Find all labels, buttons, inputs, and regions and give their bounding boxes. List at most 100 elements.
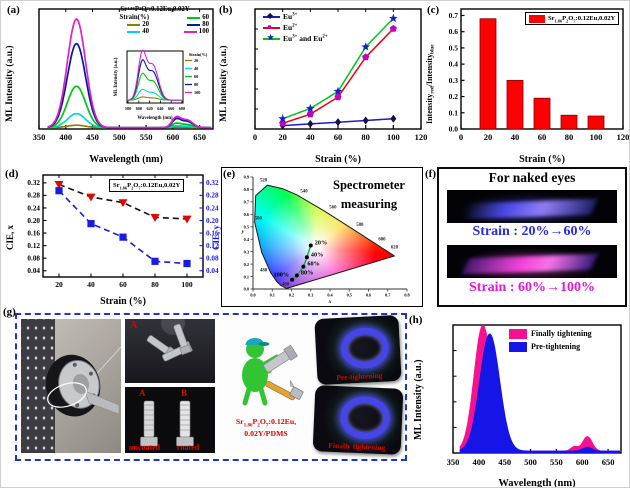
- panel-a-legend-formula: Sr 1.86 P 2 O 7:0.12Eu,0.02Y: [120, 6, 190, 13]
- locus-wavelength-label: 500: [255, 216, 263, 221]
- inset-ylabel: ML Intensity (a.u.): [114, 57, 119, 96]
- panel-h-label: (h): [409, 314, 423, 326]
- flange-device-drawing: [45, 346, 121, 417]
- worker-arm-2: [244, 364, 272, 374]
- tick-label: 640: [157, 106, 163, 111]
- cie-point-60%: [301, 264, 306, 269]
- legend-pre: Pre-tightening: [509, 340, 592, 353]
- panel-h-xlabel: Wavelength (nm): [498, 478, 576, 488]
- tick-label: 0.5: [244, 224, 249, 229]
- panel-b-ylabel: ML Intensity (a.u.): [219, 45, 229, 123]
- panel-c-label: (c): [427, 4, 440, 16]
- tick-label: 600: [166, 132, 179, 142]
- panel-h-ylabel: ML Intensity (a.u.): [413, 359, 424, 441]
- pentagon-marker-icon: ●: [267, 22, 272, 31]
- cap-brim: [258, 342, 270, 346]
- locus-wavelength-label: 460: [282, 282, 290, 287]
- tick-label: 40: [511, 132, 520, 142]
- locus-wavelength-label: 600: [378, 237, 386, 242]
- tick-label: 0.1: [270, 293, 275, 298]
- panel-c-xlabel: Strain (%): [519, 154, 565, 165]
- tick-label: 120: [415, 132, 427, 142]
- marker-triangle-down: [86, 193, 96, 202]
- tick-label: 0.16: [27, 229, 40, 237]
- tick-label: 0.28: [27, 192, 40, 200]
- bolt-dot: [72, 362, 77, 367]
- marker-square: [55, 187, 63, 195]
- swatch-20: [127, 23, 141, 26]
- panel-f-title: For naked eyes: [488, 170, 576, 185]
- marker-triangle-down: [54, 181, 64, 189]
- loose-bolts-drawing: [146, 319, 193, 362]
- tick-label: 0.12: [206, 242, 219, 250]
- bar-strain-20: [479, 18, 497, 130]
- bolt-head-0: [140, 436, 158, 447]
- legend-item-eu3: ◆ Eu3+: [263, 11, 328, 22]
- panel-a-legend: Sr 1.86 P 2 O 7:0.12Eu,0.02Y Strain(%) 60 20 …: [93, 6, 217, 35]
- panel-f-caption-1: Strain : 20%→60%: [472, 224, 592, 239]
- axis-frame: [126, 50, 184, 104]
- tick-label: 600: [576, 457, 589, 467]
- tick-label: 60: [119, 280, 127, 289]
- pre-tightening-tile: Pre-tightening: [314, 314, 402, 386]
- tick-label: 500: [524, 457, 537, 467]
- tick-label: 0.2: [449, 92, 459, 101]
- swatch-60: [187, 16, 201, 19]
- locus-wavelength-label: 620: [391, 246, 399, 251]
- legend-item-20: 20: [93, 21, 149, 28]
- marker-triangle-down: [182, 215, 192, 224]
- cie-point-label: 40%: [311, 251, 323, 258]
- inset-spectrum-100: [128, 49, 182, 101]
- diamond-marker-icon: ◆: [267, 11, 274, 20]
- panel-g: A A B uncoated coated Sr1.86P2O7:0.12Eu,…: [15, 313, 407, 461]
- tick-label: 620: [146, 106, 152, 111]
- tick-label: 80: [565, 132, 574, 142]
- marker-ngon: [306, 110, 314, 118]
- tick-label: 0.2: [244, 262, 249, 267]
- red-bar-swatch: [529, 14, 545, 23]
- marker-diamond: [362, 116, 369, 125]
- marker-star: [389, 13, 398, 23]
- bolt-dot: [88, 371, 93, 376]
- tick-label: 0.6: [449, 27, 459, 36]
- tick-label: 0.28: [206, 192, 219, 200]
- marker-square: [151, 257, 159, 265]
- tick-label: 450: [86, 132, 99, 142]
- tick-label: 0.08: [27, 254, 40, 262]
- panel-c-legend: Sr1.86P2O7:0.12Eu,0.02Y: [525, 12, 620, 26]
- panel-e-label: (e): [223, 168, 236, 180]
- bolt-shaft-1: [179, 400, 191, 438]
- tick-label: 0.1: [244, 274, 249, 279]
- tick-label: 0.3: [244, 249, 249, 254]
- marker-square: [119, 233, 127, 241]
- shaft: [84, 390, 120, 415]
- locus-wavelength-label: 580: [356, 223, 364, 228]
- swatch-100: [183, 30, 197, 33]
- tick-label: 0.12: [27, 242, 40, 250]
- panel-a-ylabel: ML Intensity (a.u.): [5, 45, 15, 123]
- panel-b-xlabel: Strain (%): [315, 154, 361, 165]
- tick-label: 550: [140, 132, 153, 142]
- worker-illustration: Sr1.86P2O7:0.12Eu, 0.02Y/PDMS: [219, 319, 313, 453]
- panel-d-ylabel-left: CIE, x: [5, 224, 15, 250]
- tick-label: 500: [113, 132, 126, 142]
- tick-label: 120: [617, 132, 629, 142]
- swatch-80: [187, 23, 201, 26]
- legend-item-100: 100: [149, 28, 209, 35]
- pdms-formula: Sr1.86P2O7:0.12Eu, 0.02Y/PDMS: [235, 417, 297, 439]
- marker-star: [278, 114, 287, 123]
- naked-eye-photo-high-strain: [447, 245, 617, 278]
- panel-f-caption-2: Strain : 60%→100%: [469, 280, 595, 295]
- panel-a-inset-chart: 580 600 620 640 660 680 Wavelength (nm) ML Inte…: [114, 49, 208, 121]
- series-triangle-down: [58, 183, 188, 220]
- finally-tightening-caption: Finally tightening: [328, 440, 386, 453]
- tick-label: 0.32: [206, 179, 219, 187]
- bar-strain-40: [506, 79, 524, 130]
- panel-h-legend: Finally tightening Pre-tightening: [509, 327, 592, 353]
- marker-triangle-down: [150, 213, 160, 222]
- tick-label: 0.0: [449, 125, 459, 134]
- axis-frame: [38, 8, 214, 130]
- marker-triangle-down: [118, 199, 128, 208]
- tick-label: 0.6: [366, 293, 372, 298]
- locus-wavelength-label: 520: [260, 178, 268, 183]
